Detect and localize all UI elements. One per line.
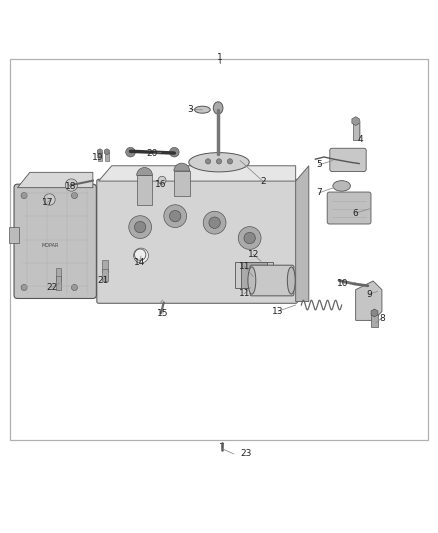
Text: 11: 11 xyxy=(239,262,250,271)
Text: 17: 17 xyxy=(42,198,53,207)
Text: 15: 15 xyxy=(157,309,169,318)
Text: 16: 16 xyxy=(155,180,167,189)
Text: 9: 9 xyxy=(366,289,372,298)
Text: 13: 13 xyxy=(272,306,284,316)
Circle shape xyxy=(158,176,166,184)
Circle shape xyxy=(21,285,27,290)
Ellipse shape xyxy=(213,102,223,114)
Text: 6: 6 xyxy=(353,208,359,217)
Circle shape xyxy=(71,285,78,290)
Bar xyxy=(9,227,19,243)
Text: 8: 8 xyxy=(379,314,385,322)
Text: 19: 19 xyxy=(92,154,103,163)
Circle shape xyxy=(129,216,152,238)
Circle shape xyxy=(227,159,233,164)
Text: 1: 1 xyxy=(217,53,223,62)
Circle shape xyxy=(44,194,55,205)
Text: 12: 12 xyxy=(247,250,259,259)
Circle shape xyxy=(65,179,78,191)
Circle shape xyxy=(244,232,255,244)
Bar xyxy=(56,268,61,281)
Text: 11: 11 xyxy=(239,289,250,298)
Bar xyxy=(241,262,267,288)
Circle shape xyxy=(134,248,148,263)
Ellipse shape xyxy=(333,181,350,191)
Text: 21: 21 xyxy=(97,276,109,285)
Text: 23: 23 xyxy=(240,449,252,458)
Bar xyxy=(371,314,378,327)
Bar xyxy=(137,175,152,205)
Bar xyxy=(353,123,359,140)
Ellipse shape xyxy=(189,152,249,172)
FancyBboxPatch shape xyxy=(327,192,371,224)
Bar xyxy=(98,152,102,161)
Bar xyxy=(10,59,428,440)
Bar xyxy=(105,152,109,161)
Text: 20: 20 xyxy=(147,149,158,158)
Circle shape xyxy=(126,147,135,157)
Circle shape xyxy=(209,217,220,229)
Bar xyxy=(174,171,190,197)
Bar xyxy=(236,262,272,288)
Text: 10: 10 xyxy=(337,279,348,288)
FancyBboxPatch shape xyxy=(14,184,96,298)
Polygon shape xyxy=(296,166,309,302)
FancyBboxPatch shape xyxy=(97,179,297,303)
Bar xyxy=(102,269,108,281)
Bar xyxy=(56,276,61,290)
Text: 14: 14 xyxy=(134,259,145,268)
Circle shape xyxy=(21,192,27,199)
FancyBboxPatch shape xyxy=(250,265,294,296)
Ellipse shape xyxy=(194,106,210,113)
Text: 18: 18 xyxy=(65,182,77,191)
FancyBboxPatch shape xyxy=(330,148,366,172)
Ellipse shape xyxy=(248,267,256,294)
Circle shape xyxy=(203,211,226,234)
Ellipse shape xyxy=(287,267,295,294)
Polygon shape xyxy=(99,166,296,181)
Wedge shape xyxy=(137,167,152,175)
Circle shape xyxy=(238,227,261,249)
Polygon shape xyxy=(356,281,382,320)
Text: 22: 22 xyxy=(46,283,57,292)
Circle shape xyxy=(216,159,222,164)
Circle shape xyxy=(164,205,187,228)
Polygon shape xyxy=(18,172,93,188)
Bar xyxy=(102,260,108,272)
Text: 4: 4 xyxy=(357,135,363,144)
Circle shape xyxy=(134,221,146,233)
Circle shape xyxy=(170,211,181,222)
Circle shape xyxy=(71,192,78,199)
Circle shape xyxy=(134,249,146,260)
Text: 5: 5 xyxy=(316,160,322,169)
Text: 2: 2 xyxy=(260,176,265,185)
Text: MOPAR: MOPAR xyxy=(42,243,59,248)
Circle shape xyxy=(170,147,179,157)
Text: 3: 3 xyxy=(187,105,194,114)
Wedge shape xyxy=(174,163,190,171)
Circle shape xyxy=(205,159,211,164)
Text: 7: 7 xyxy=(316,189,322,197)
